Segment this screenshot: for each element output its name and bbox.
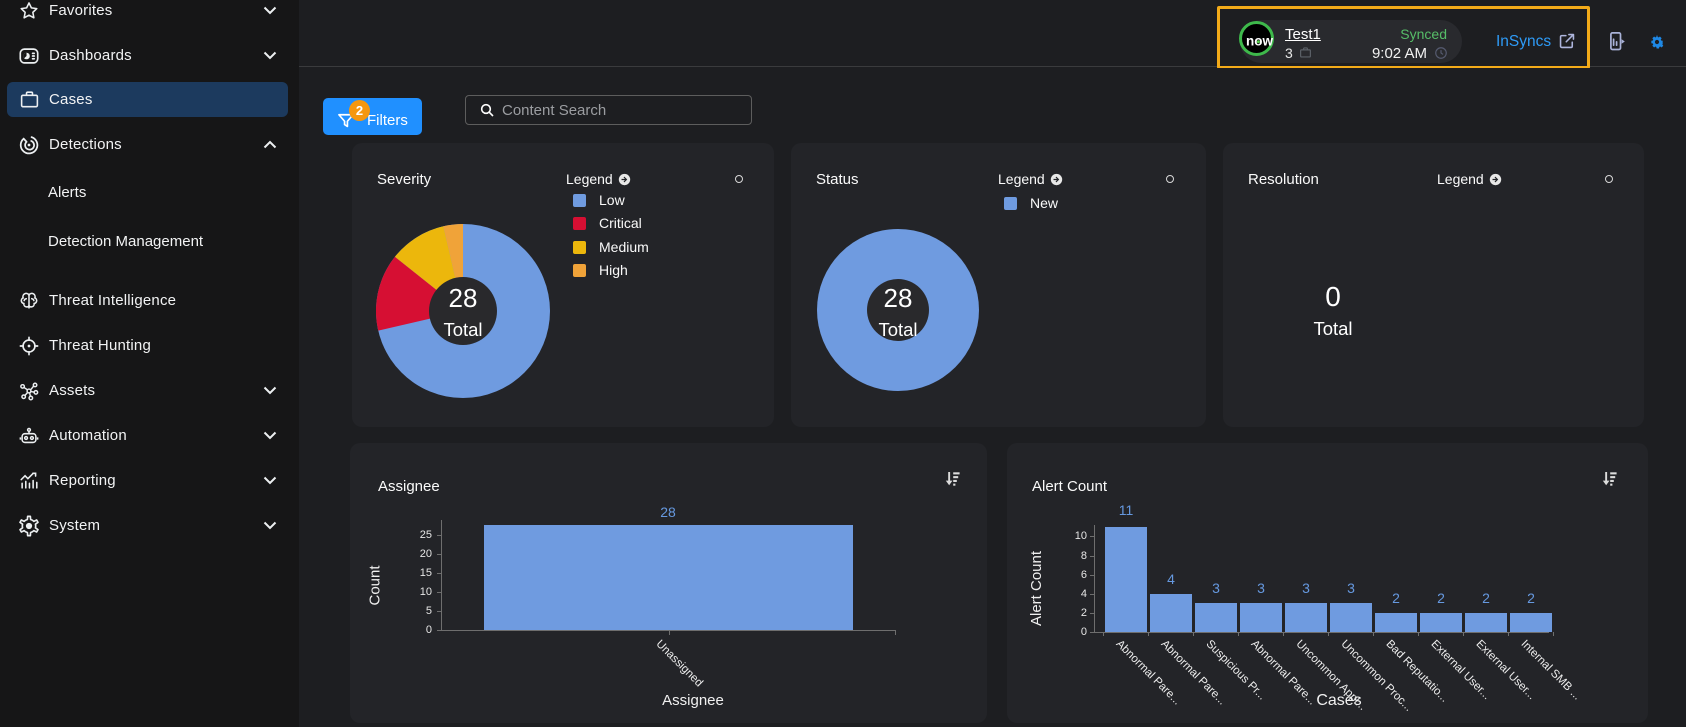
svg-text:now: now <box>1246 34 1273 49</box>
